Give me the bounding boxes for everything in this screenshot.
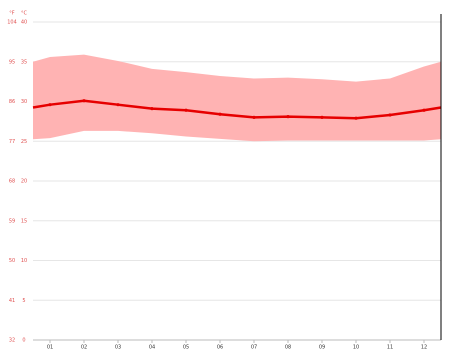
- mean-point: [354, 116, 358, 120]
- mean-point: [286, 115, 290, 119]
- x-tick-label: 06: [217, 345, 223, 351]
- x-tick-label: 10: [353, 345, 359, 351]
- temperature-band: [33, 54, 441, 142]
- x-tick-label: 09: [319, 345, 325, 351]
- mean-point: [150, 107, 154, 111]
- y-tick-label-f: 41: [9, 298, 15, 304]
- y-tick-label-f: 59: [9, 218, 15, 224]
- x-tick-label: 11: [387, 345, 393, 351]
- unit-f: °F: [9, 11, 15, 17]
- y-tick-label-c: 5: [22, 298, 25, 304]
- y-tick-label-c: 0: [22, 338, 25, 344]
- y-tick-label-c: 40: [21, 20, 27, 26]
- mean-point: [116, 103, 120, 107]
- y-tick-label-f: 68: [9, 179, 15, 185]
- y-tick-label-c: 30: [21, 99, 27, 105]
- mean-point: [48, 103, 52, 107]
- y-tick-label-f: 77: [9, 139, 15, 145]
- mean-point: [320, 115, 324, 119]
- y-tick-label-f: 95: [9, 59, 15, 65]
- y-tick-label-c: 10: [21, 258, 27, 264]
- x-tick-label: 07: [251, 345, 257, 351]
- y-tick-label-c: 35: [21, 59, 27, 65]
- unit-c: °C: [21, 11, 28, 17]
- x-tick-label: 05: [183, 345, 189, 351]
- y-tick-label-c: 25: [21, 139, 27, 145]
- mean-point: [388, 113, 392, 117]
- y-tick-label-c: 20: [21, 179, 27, 185]
- y-tick-label-f: 50: [9, 258, 15, 264]
- x-tick-label: 04: [149, 345, 155, 351]
- mean-point: [252, 115, 256, 119]
- y-tick-label-f: 86: [9, 99, 15, 105]
- x-tick-label: 01: [47, 345, 53, 351]
- mean-point: [184, 108, 188, 112]
- mean-point: [422, 108, 426, 112]
- y-tick-label-f: 32: [9, 338, 15, 344]
- x-tick-label: 12: [421, 345, 427, 351]
- mean-line: [32, 99, 442, 120]
- x-tick-label: 08: [285, 345, 291, 351]
- x-tick-label: 03: [115, 345, 121, 351]
- mean-point: [82, 99, 86, 103]
- y-tick-label-f: 104: [7, 20, 17, 26]
- y-tick-label-c: 15: [21, 218, 27, 224]
- mean-point: [218, 112, 222, 116]
- x-tick-label: 02: [81, 345, 87, 351]
